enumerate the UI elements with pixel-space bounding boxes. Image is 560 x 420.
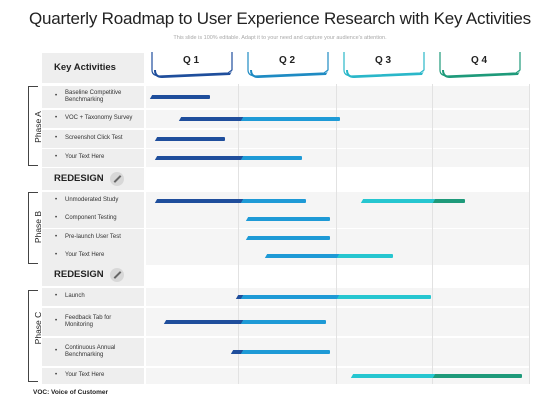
gantt-bar-segment: [248, 217, 331, 221]
quarter-label-q2: Q 2: [278, 55, 296, 66]
bullet-icon: •: [55, 293, 58, 300]
quarter-label-q3: Q 3: [374, 55, 392, 66]
bullet-icon: •: [55, 135, 58, 142]
gantt-bar-segment: [436, 199, 465, 203]
gantt-bar-segment: [364, 199, 436, 203]
page-subtitle: This slide is 100% editable. Adapt it to…: [173, 35, 387, 41]
gantt-bar-segment: [157, 199, 244, 203]
activity-label-text: Your Text Here: [65, 252, 105, 259]
activity-label: • VOC + Taxonomy Survey: [42, 110, 144, 128]
pencil-icon: [109, 172, 124, 186]
quarter-divider: [336, 84, 337, 384]
gantt-bar-segment: [244, 320, 326, 324]
bullet-icon: •: [55, 348, 58, 355]
quarter-divider: [238, 84, 239, 384]
bullet-icon: •: [55, 318, 58, 325]
bullet-icon: •: [55, 115, 58, 122]
quarter-divider: [432, 84, 433, 384]
section-heading-label: REDESIGN: [54, 269, 104, 280]
bullet-icon: •: [55, 154, 58, 161]
timeline-row-bg: [146, 229, 530, 247]
gantt-bar-segment: [248, 236, 331, 240]
bullet-icon: •: [55, 197, 58, 204]
gantt-bar-segment: [181, 117, 244, 121]
gantt-bar-segment: [157, 137, 225, 141]
timeline-row-bg: [146, 210, 530, 228]
timeline-row-bg: [146, 86, 530, 108]
timeline-row-bg: [146, 338, 530, 366]
timeline-row-bg: [146, 130, 530, 148]
gantt-bar-segment: [244, 295, 340, 299]
gantt-bar-segment: [167, 320, 244, 324]
activity-label-text: Your Text Here: [65, 154, 105, 161]
phase-b-label: Phase B: [33, 210, 43, 244]
gantt-bar-segment: [244, 117, 340, 121]
timeline-row-bg: [146, 368, 530, 384]
gantt-bar-segment: [340, 295, 432, 299]
footer-note: VOC: Voice of Customer: [33, 389, 109, 396]
gantt-bar-segment: [157, 156, 244, 160]
section-heading-redesign-1: REDESIGN: [42, 168, 144, 190]
activity-label-text: Unmoderated Study: [65, 197, 119, 204]
bullet-icon: •: [55, 215, 58, 222]
activity-label-text: VOC + Taxonomy Survey: [65, 115, 133, 122]
section-heading-label: REDESIGN: [54, 173, 104, 184]
pencil-icon: [109, 268, 124, 282]
gantt-bar-segment: [244, 156, 302, 160]
q1-header-shape: [151, 52, 233, 78]
q3-header-shape: [343, 52, 425, 78]
activity-label: • Your Text Here: [42, 368, 144, 384]
section-heading-redesign-2: REDESIGN: [42, 264, 144, 286]
activity-label-text: Pre-launch User Test: [65, 234, 121, 241]
timeline-row-bg: [146, 149, 530, 167]
bullet-icon: •: [55, 234, 58, 241]
gantt-bar-segment: [152, 95, 211, 99]
activity-label-text: Feedback Tab for Monitoring: [65, 314, 112, 329]
activity-label: • Component Testing: [42, 210, 144, 228]
activity-label: • Screenshot Click Test: [42, 130, 144, 148]
activity-label: • Your Text Here: [42, 149, 144, 167]
bullet-icon: •: [55, 372, 58, 379]
gantt-bar-segment: [234, 350, 244, 354]
quarter-label-q1: Q 1: [182, 55, 200, 66]
activity-label: • Your Text Here: [42, 247, 144, 265]
activity-label: • Baseline Competitive Benchmarking: [42, 86, 144, 108]
gantt-bar-segment: [268, 254, 340, 258]
quarter-header-shapes: [151, 52, 521, 78]
activity-label-text: Launch: [65, 293, 85, 300]
bullet-icon: •: [55, 93, 58, 100]
activity-label-text: Your Text Here: [65, 372, 105, 379]
timeline-row-bg: [146, 192, 530, 210]
quarter-divider: [529, 84, 530, 384]
quarter-label-q4: Q 4: [470, 55, 488, 66]
page-title: Quarterly Roadmap to User Experience Res…: [29, 9, 531, 28]
activity-label: • Continuous Annual Benchmarking: [42, 338, 144, 366]
phase-a-label: Phase A: [33, 111, 43, 143]
phase-b-bracket: [28, 192, 38, 264]
activity-label-text: Baseline Competitive Benchmarking: [65, 89, 122, 104]
q4-header-shape: [439, 52, 521, 78]
activity-label-text: Screenshot Click Test: [65, 135, 123, 142]
q2-header-shape: [247, 52, 329, 78]
gantt-bar-segment: [436, 374, 523, 378]
activity-label: • Launch: [42, 288, 144, 306]
phase-c-bracket: [28, 290, 38, 382]
bullet-icon: •: [55, 252, 58, 259]
gantt-bar-segment: [244, 350, 331, 354]
phase-a-bracket: [28, 86, 38, 166]
gantt-bar-segment: [340, 254, 393, 258]
gantt-bar-segment: [244, 199, 307, 203]
activity-label: • Pre-launch User Test: [42, 229, 144, 247]
gantt-bar-segment: [354, 374, 436, 378]
phase-c-label: Phase C: [33, 311, 43, 345]
activity-label-text: Continuous Annual Benchmarking: [65, 344, 116, 359]
activity-label: • Unmoderated Study: [42, 192, 144, 210]
activity-label-text: Component Testing: [65, 215, 117, 222]
key-activities-heading: Key Activities: [42, 53, 144, 83]
activity-label: • Feedback Tab for Monitoring: [42, 308, 144, 336]
